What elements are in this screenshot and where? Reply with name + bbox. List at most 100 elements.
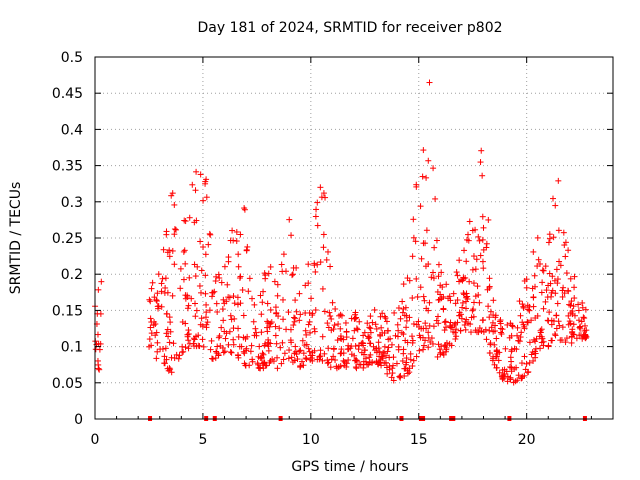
- data-point: [297, 364, 304, 371]
- data-point: [288, 354, 295, 361]
- data-point: [337, 311, 344, 318]
- data-point: [420, 342, 427, 349]
- data-point: [180, 276, 187, 283]
- data-point: [452, 320, 459, 327]
- data-point: [367, 325, 374, 332]
- data-point: [414, 293, 421, 300]
- data-point: [554, 300, 561, 307]
- data-point: [177, 285, 184, 292]
- data-point: [477, 159, 484, 166]
- data-point: [400, 346, 407, 353]
- data-point: [171, 226, 178, 233]
- data-point: [496, 369, 503, 376]
- data-point: [409, 294, 416, 301]
- data-point: [305, 261, 312, 268]
- data-point: [378, 324, 385, 331]
- data-point: [169, 292, 176, 299]
- data-point: [470, 306, 477, 313]
- data-point: [188, 295, 195, 302]
- data-point: [329, 299, 336, 306]
- data-point: [335, 321, 342, 328]
- data-point: [532, 354, 539, 361]
- data-point: [549, 273, 556, 280]
- data-point: [160, 246, 167, 253]
- data-point: [171, 231, 178, 238]
- data-point: [463, 258, 470, 265]
- data-point: [479, 213, 486, 220]
- data-point: [270, 358, 277, 365]
- data-point: [461, 321, 468, 328]
- data-point: [352, 311, 359, 318]
- data-point: [486, 350, 493, 357]
- data-point: [252, 325, 259, 332]
- data-point: [472, 266, 479, 273]
- data-point: [332, 356, 339, 363]
- data-point: [463, 316, 470, 323]
- data-point: [148, 330, 155, 337]
- data-point: [554, 276, 561, 283]
- data-point: [391, 309, 398, 316]
- data-point: [465, 237, 472, 244]
- data-point: [443, 324, 450, 331]
- data-point: [314, 356, 321, 363]
- x-tick-label: 15: [410, 432, 428, 448]
- data-point: [258, 329, 265, 336]
- data-point: [384, 370, 391, 377]
- data-point: [517, 312, 524, 319]
- data-point: [153, 298, 160, 305]
- data-point: [571, 295, 578, 302]
- data-point: [221, 348, 228, 355]
- data-point: [94, 331, 101, 338]
- data-point: [532, 348, 539, 355]
- data-point: [420, 147, 427, 154]
- data-point: [443, 281, 450, 288]
- data-point: [163, 310, 170, 317]
- data-point: [340, 336, 347, 343]
- data-point: [184, 305, 191, 312]
- data-point: [292, 315, 299, 322]
- data-point: [480, 224, 487, 231]
- data-point: [511, 345, 518, 352]
- data-points: [92, 79, 590, 421]
- data-point: [352, 364, 359, 371]
- data-point: [199, 336, 206, 343]
- data-point: [364, 320, 371, 327]
- data-point: [272, 332, 279, 339]
- data-point: [302, 327, 309, 334]
- data-point: [146, 336, 153, 343]
- data-point: [533, 335, 540, 342]
- data-point: [454, 272, 461, 279]
- x-axis-label: GPS time / hours: [291, 459, 408, 475]
- data-point: [544, 294, 551, 301]
- data-point: [390, 354, 397, 361]
- data-point: [235, 333, 242, 340]
- data-point: [234, 294, 241, 301]
- data-point: [509, 323, 516, 330]
- data-point: [557, 262, 564, 269]
- data-point: [311, 260, 318, 267]
- data-point: [235, 263, 242, 270]
- data-point: [546, 270, 553, 277]
- data-point: [579, 335, 586, 342]
- data-point: [179, 343, 186, 350]
- data-point: [563, 335, 570, 342]
- data-point: [430, 275, 437, 282]
- data-point: [526, 339, 533, 346]
- data-point: [146, 296, 153, 303]
- data-point: [446, 340, 453, 347]
- data-point: [552, 332, 559, 339]
- data-point: [531, 272, 538, 279]
- data-point: [154, 348, 161, 355]
- data-point: [317, 259, 324, 266]
- data-point: [258, 311, 265, 318]
- data-point: [248, 342, 255, 349]
- data-point: [442, 318, 449, 325]
- data-point: [206, 307, 213, 314]
- data-point: [294, 356, 301, 363]
- data-point: [562, 339, 569, 346]
- data-point: [409, 362, 416, 369]
- data-point: [185, 345, 192, 352]
- data-point: [317, 353, 324, 360]
- data-point: [434, 288, 441, 295]
